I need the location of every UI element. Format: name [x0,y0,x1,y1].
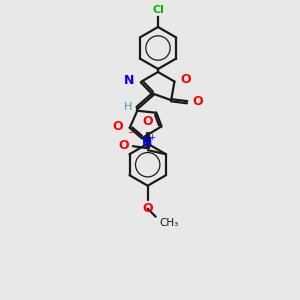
Text: O: O [112,120,123,134]
Text: H: H [124,102,132,112]
Text: N: N [142,136,152,149]
Text: O: O [118,139,129,152]
Text: O: O [181,73,191,86]
Text: Cl: Cl [152,5,164,15]
Text: N: N [124,74,134,87]
Text: +: + [148,133,155,142]
Text: CH₃: CH₃ [160,218,179,228]
Text: O: O [142,202,153,215]
Text: O: O [192,95,203,108]
Text: −: − [128,128,136,138]
Text: O: O [142,115,153,128]
